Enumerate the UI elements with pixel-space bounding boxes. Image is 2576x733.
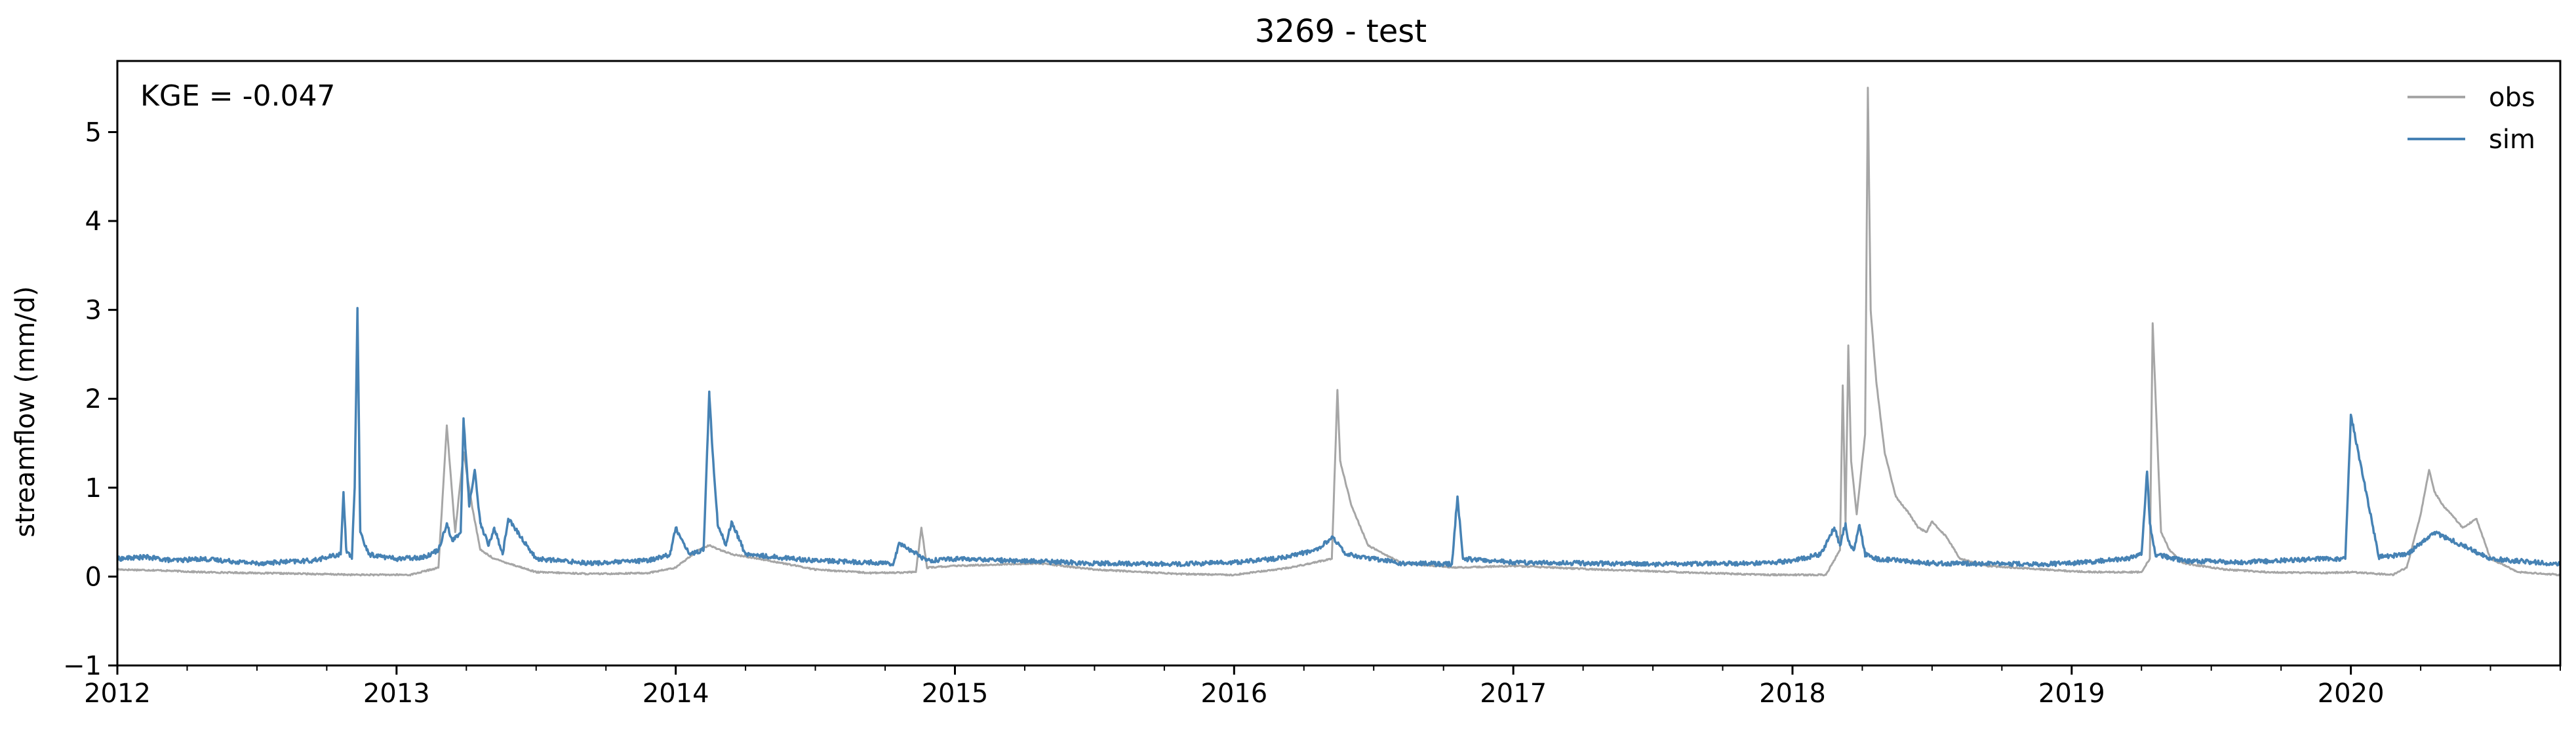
- x-tick-label: 2020: [2318, 679, 2385, 709]
- legend-label-sim: sim: [2489, 125, 2535, 155]
- x-tick-label: 2016: [1200, 679, 1267, 709]
- legend: obs sim: [2408, 83, 2535, 155]
- x-tick-label: 2019: [2038, 679, 2105, 709]
- kge-annotation: KGE = -0.047: [140, 79, 335, 113]
- y-tick-label: −1: [63, 651, 102, 681]
- x-tick-label: 2013: [363, 679, 430, 709]
- y-tick-label: 2: [85, 384, 102, 414]
- chart-title: 3269 - test: [1255, 13, 1427, 50]
- series-layer: [117, 87, 2560, 577]
- x-axis: 2012 2013 2014 2015 2016 2017 2018 2019 2020: [84, 665, 2385, 709]
- y-axis: −1 0 1 2 3 4 5: [63, 117, 117, 681]
- plot-frame: [116, 60, 2562, 667]
- legend-label-obs: obs: [2489, 83, 2535, 113]
- x-tick-label: 2015: [922, 679, 989, 709]
- y-tick-label: 1: [85, 473, 102, 504]
- x-tick-label: 2014: [643, 679, 709, 709]
- y-tick-label: 4: [85, 207, 102, 237]
- x-tick-label: 2018: [1759, 679, 1826, 709]
- y-tick-label: 5: [85, 117, 102, 148]
- y-tick-label: 0: [85, 562, 102, 592]
- x-tick-label: 2017: [1480, 679, 1547, 709]
- y-axis-label: streamflow (mm/d): [10, 286, 41, 537]
- series-line-obs: [117, 87, 2560, 577]
- x-tick-label: 2012: [84, 679, 151, 709]
- series-line-sim: [117, 307, 2560, 568]
- y-tick-label: 3: [85, 296, 102, 326]
